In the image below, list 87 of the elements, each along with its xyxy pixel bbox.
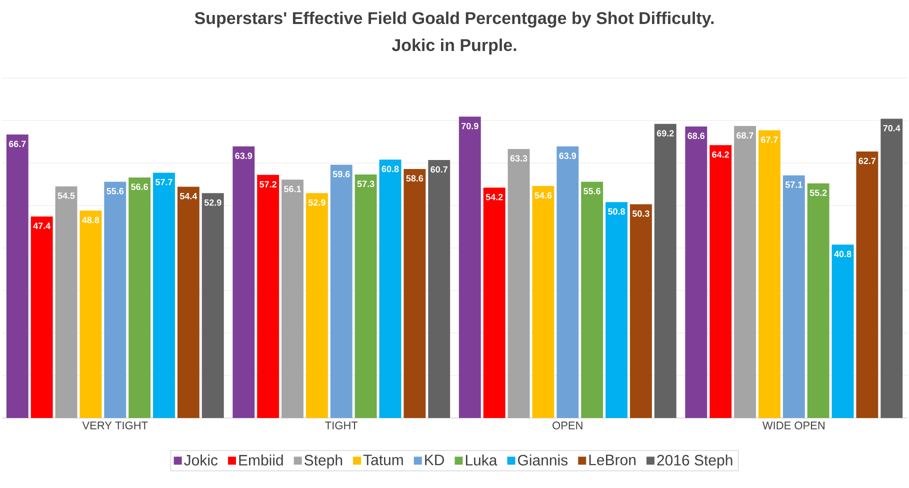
data-label: 68.6: [688, 132, 705, 140]
data-label: 54.5: [58, 192, 75, 199]
data-label: 67.7: [761, 136, 778, 143]
data-label: 55.2: [810, 190, 827, 196]
data-label: 57.2: [260, 181, 276, 188]
data-label: 60.7: [430, 166, 448, 173]
bar: [734, 126, 756, 418]
data-label: 55.6: [106, 188, 124, 194]
bar: [508, 148, 530, 418]
bar: [232, 146, 255, 418]
bar: [710, 145, 732, 418]
data-label: 57.7: [156, 178, 172, 186]
data-label: 69.2: [656, 130, 674, 136]
legend-label: LeBron: [589, 454, 636, 466]
x-tick-label: WIDE OPEN: [762, 422, 824, 430]
data-label: 70.9: [462, 122, 478, 130]
legend-label: Tatum: [363, 454, 403, 466]
bar: [257, 174, 280, 418]
data-label: 54.4: [180, 193, 198, 200]
data-label: 63.9: [559, 152, 576, 160]
data-label: 63.3: [510, 155, 528, 162]
bar: [654, 124, 676, 418]
bar: [856, 152, 878, 418]
data-label: 50.3: [632, 210, 650, 217]
bar: [153, 172, 175, 418]
legend-label: Embiid: [239, 454, 283, 466]
data-label: 55.6: [584, 188, 600, 194]
data-label: 50.8: [608, 208, 625, 215]
x-tick-label: VERY TIGHT: [82, 422, 148, 430]
data-label: 68.7: [736, 132, 754, 139]
data-label: 47.4: [33, 222, 51, 229]
legend-label: Steph: [304, 454, 342, 468]
bar: [55, 186, 78, 418]
data-label: 54.2: [486, 194, 503, 200]
bar: [6, 134, 28, 418]
bar: [282, 180, 304, 418]
legend-label: Giannis: [518, 454, 568, 466]
legend-label: KD: [425, 454, 444, 466]
bar: [606, 202, 628, 418]
chart-title: Superstars' Effective Field Goald Percentgage by Shot Difficulty.: [194, 12, 714, 28]
bar: [807, 183, 830, 418]
data-label: 58.6: [406, 175, 424, 182]
bar: [458, 116, 481, 418]
legend-label: Luka: [466, 454, 498, 466]
bar: [428, 160, 450, 418]
data-label: 64.2: [712, 151, 729, 158]
bar: [782, 175, 805, 418]
bar: [483, 188, 506, 418]
bar: [306, 193, 328, 418]
legend-label: Jokic: [184, 454, 218, 466]
data-label: 54.6: [534, 192, 552, 199]
bar: [556, 146, 579, 418]
bar: [330, 164, 352, 418]
data-label: 57.1: [785, 182, 802, 188]
bar: [880, 118, 903, 418]
bar: [832, 244, 854, 418]
bar: [581, 182, 604, 418]
bar: [128, 177, 151, 418]
bar: [630, 204, 652, 418]
data-label: 60.8: [382, 166, 399, 172]
chart-subtitle: Jokic in Purple.: [392, 38, 516, 54]
data-label: 40.8: [834, 250, 852, 258]
x-tick-label: TIGHT: [325, 422, 358, 430]
data-label: 48.8: [82, 216, 100, 224]
data-label: 52.9: [308, 199, 326, 206]
data-label: 57.3: [357, 180, 374, 188]
data-label: 56.1: [284, 186, 302, 192]
bar: [104, 182, 126, 418]
data-label: 63.9: [235, 152, 252, 160]
bar: [202, 193, 224, 418]
data-label: 56.6: [131, 184, 148, 190]
bar: [354, 174, 377, 418]
data-label: 62.7: [858, 158, 876, 164]
data-label: 70.4: [883, 125, 900, 132]
x-tick-label: OPEN: [552, 422, 582, 430]
bar: [379, 160, 402, 418]
bar: [80, 210, 102, 418]
data-label: 52.9: [204, 199, 222, 206]
data-label: 66.7: [8, 140, 26, 148]
bar: [532, 186, 554, 418]
legend-label: 2016 Steph: [657, 454, 732, 468]
bar: [758, 130, 780, 418]
bar: [685, 126, 708, 418]
data-label: 59.6: [332, 170, 350, 178]
bar: [404, 168, 426, 418]
bar: [30, 216, 53, 418]
bar: [177, 186, 200, 418]
